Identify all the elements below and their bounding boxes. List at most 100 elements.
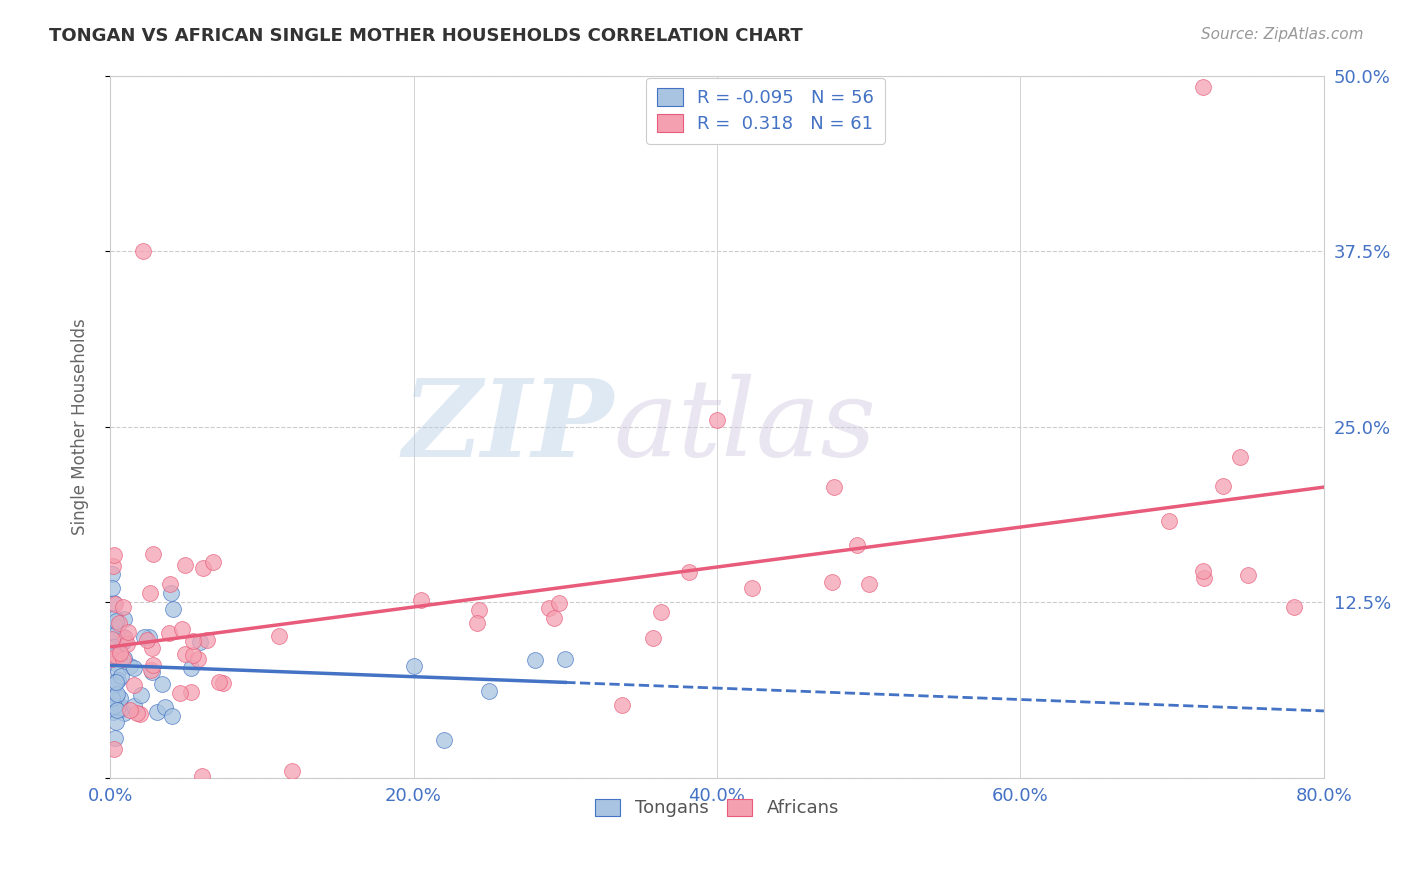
Point bbox=[112, 652, 135, 666]
Point bbox=[107, 664, 129, 678]
Point bbox=[269, 629, 291, 643]
Point bbox=[195, 632, 218, 647]
Point bbox=[172, 622, 194, 636]
Point bbox=[125, 706, 148, 721]
Point bbox=[111, 635, 134, 649]
Point bbox=[678, 566, 700, 580]
Point bbox=[650, 606, 672, 620]
Text: Source: ZipAtlas.com: Source: ZipAtlas.com bbox=[1201, 27, 1364, 42]
Point bbox=[122, 678, 145, 692]
Point bbox=[846, 538, 869, 552]
Point bbox=[132, 244, 155, 258]
Point bbox=[100, 691, 122, 706]
Legend: Tongans, Africans: Tongans, Africans bbox=[588, 791, 846, 825]
Point bbox=[112, 612, 135, 626]
Point bbox=[105, 714, 128, 729]
Point bbox=[467, 615, 489, 630]
Point bbox=[1159, 514, 1181, 528]
Point bbox=[104, 611, 127, 625]
Point bbox=[139, 586, 162, 600]
Point bbox=[142, 547, 165, 561]
Point bbox=[105, 649, 128, 664]
Point bbox=[101, 706, 124, 720]
Point bbox=[1191, 79, 1213, 94]
Point bbox=[112, 706, 135, 721]
Point bbox=[135, 633, 157, 648]
Point bbox=[105, 626, 128, 640]
Point bbox=[159, 577, 181, 591]
Point bbox=[103, 619, 125, 633]
Point bbox=[141, 665, 163, 680]
Point bbox=[1282, 600, 1305, 615]
Point bbox=[122, 699, 145, 714]
Point bbox=[821, 575, 844, 590]
Text: ZIP: ZIP bbox=[402, 374, 614, 480]
Point bbox=[105, 638, 128, 652]
Point bbox=[823, 480, 845, 494]
Point bbox=[183, 648, 205, 662]
Point bbox=[110, 669, 132, 683]
Point bbox=[104, 731, 127, 745]
Point bbox=[1212, 479, 1234, 493]
Point bbox=[105, 690, 128, 704]
Point bbox=[104, 690, 127, 704]
Point bbox=[409, 593, 432, 607]
Point bbox=[101, 633, 124, 648]
Point bbox=[467, 603, 489, 617]
Point bbox=[103, 742, 125, 756]
Point bbox=[101, 566, 124, 581]
Point bbox=[478, 684, 501, 698]
Point bbox=[105, 687, 128, 701]
Point bbox=[108, 691, 131, 706]
Point bbox=[181, 634, 204, 648]
Point bbox=[122, 660, 145, 674]
Point bbox=[202, 556, 225, 570]
Point bbox=[169, 686, 191, 700]
Point bbox=[180, 685, 202, 699]
Point bbox=[193, 561, 215, 575]
Point bbox=[858, 576, 880, 591]
Point bbox=[111, 632, 134, 647]
Point bbox=[160, 708, 183, 723]
Point bbox=[108, 616, 131, 631]
Y-axis label: Single Mother Households: Single Mother Households bbox=[72, 318, 89, 535]
Text: TONGAN VS AFRICAN SINGLE MOTHER HOUSEHOLDS CORRELATION CHART: TONGAN VS AFRICAN SINGLE MOTHER HOUSEHOL… bbox=[49, 27, 803, 45]
Point bbox=[150, 676, 173, 690]
Point bbox=[537, 601, 560, 615]
Point bbox=[103, 678, 125, 692]
Point bbox=[191, 769, 214, 783]
Point bbox=[100, 652, 122, 666]
Point bbox=[114, 631, 136, 645]
Point bbox=[104, 614, 127, 628]
Point bbox=[104, 597, 127, 611]
Point bbox=[543, 611, 565, 625]
Point bbox=[103, 640, 125, 655]
Point bbox=[104, 656, 127, 670]
Point bbox=[208, 674, 231, 689]
Point bbox=[173, 647, 195, 661]
Point bbox=[523, 653, 546, 667]
Point bbox=[103, 596, 125, 610]
Point bbox=[141, 657, 163, 672]
Point bbox=[145, 706, 167, 720]
Point bbox=[1229, 450, 1251, 465]
Point bbox=[101, 581, 124, 595]
Point bbox=[1191, 565, 1213, 579]
Point bbox=[110, 646, 132, 660]
Point bbox=[141, 663, 163, 677]
Point bbox=[1192, 571, 1215, 585]
Point bbox=[112, 600, 135, 615]
Point bbox=[107, 698, 129, 712]
Point bbox=[402, 659, 425, 673]
Point bbox=[100, 640, 122, 655]
Point bbox=[117, 625, 139, 640]
Point bbox=[281, 764, 304, 778]
Text: atlas: atlas bbox=[614, 374, 877, 479]
Point bbox=[141, 640, 163, 655]
Point bbox=[174, 558, 197, 572]
Point bbox=[641, 631, 664, 645]
Point bbox=[180, 661, 202, 675]
Point bbox=[612, 698, 634, 712]
Point bbox=[554, 652, 576, 666]
Point bbox=[138, 631, 160, 645]
